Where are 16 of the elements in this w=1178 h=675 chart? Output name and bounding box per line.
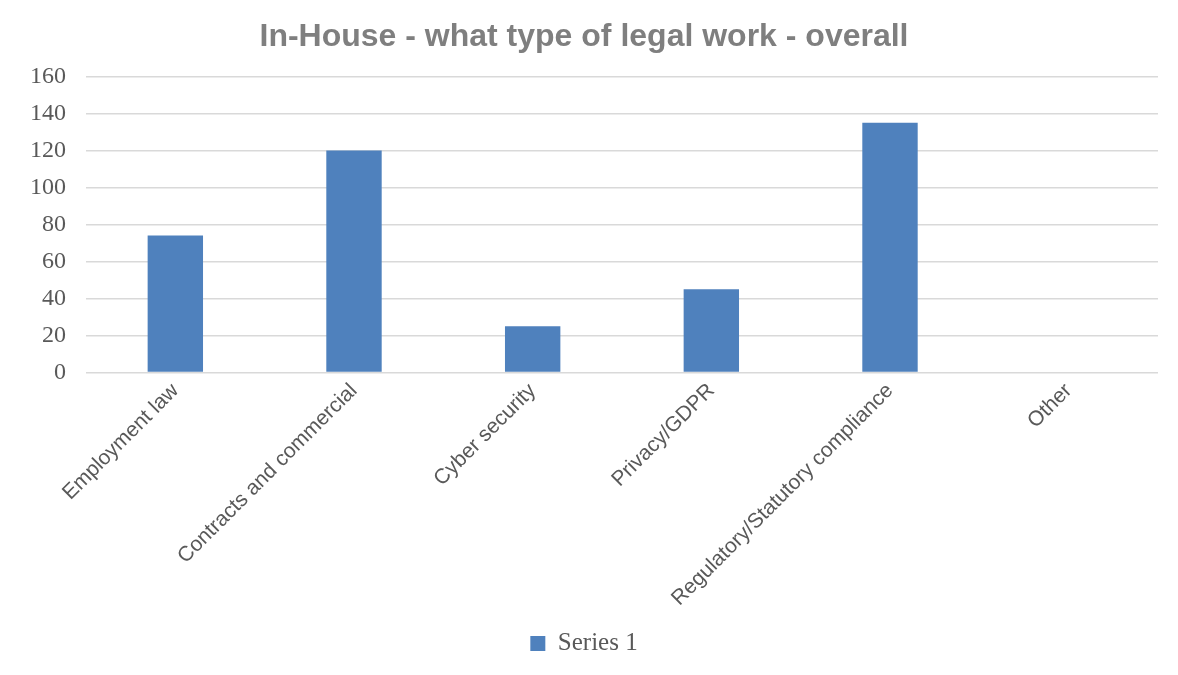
y-tick-label: 60 bbox=[42, 246, 66, 273]
bar bbox=[147, 235, 204, 372]
y-tick-label: 100 bbox=[30, 172, 66, 199]
bar bbox=[504, 326, 561, 372]
y-tick-label: 0 bbox=[54, 357, 66, 384]
bar bbox=[326, 150, 382, 372]
bar bbox=[683, 289, 740, 372]
y-tick-label: 140 bbox=[30, 98, 66, 125]
chart-title: In-House - what type of legal work - overall bbox=[259, 17, 909, 54]
y-tick-label: 40 bbox=[42, 283, 66, 310]
bar bbox=[862, 122, 918, 372]
y-tick-label: 160 bbox=[30, 61, 66, 88]
legend-label: Series 1 bbox=[557, 628, 638, 656]
y-tick-label: 120 bbox=[30, 135, 66, 162]
y-tick-label: 80 bbox=[42, 209, 66, 236]
y-tick-label: 20 bbox=[42, 320, 66, 347]
